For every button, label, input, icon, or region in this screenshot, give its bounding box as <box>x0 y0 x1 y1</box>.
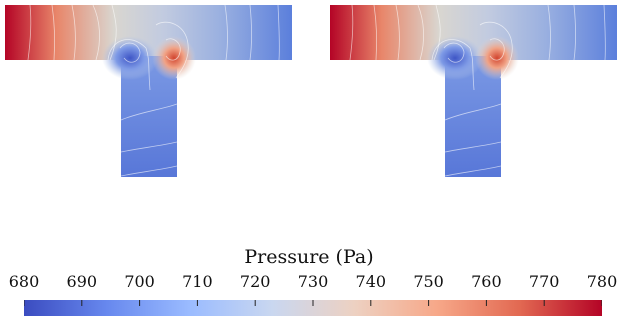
right-simulation-panel <box>330 4 617 177</box>
colorbar-tick-label: 730 <box>297 272 329 291</box>
left-high-pressure-spot <box>152 36 196 80</box>
colorbar-tick-label: 710 <box>182 272 213 291</box>
left-simulation-panel <box>5 4 292 177</box>
right-high-pressure-spot <box>475 36 519 80</box>
colorbar-tick-label: 700 <box>124 272 155 291</box>
right-contour-lines <box>349 4 606 177</box>
colorbar-title: Pressure (Pa) <box>244 246 374 268</box>
colorbar-tick-marks <box>24 300 602 306</box>
colorbar-tick-label: 780 <box>586 272 618 291</box>
colorbar-tick-label: 680 <box>8 272 40 291</box>
colorbar-tick-label: 760 <box>471 272 502 291</box>
colorbar-gradient <box>24 300 602 316</box>
pressure-field-plots <box>5 4 617 177</box>
colorbar-tick-label: 720 <box>239 272 271 291</box>
colorbar-tick-label: 690 <box>66 272 98 291</box>
colorbar-tick-label: 770 <box>528 272 560 291</box>
colorbar-tick-label: 740 <box>355 272 387 291</box>
colorbar-tick-label: 750 <box>413 272 444 291</box>
right-low-pressure-spot <box>427 36 483 80</box>
left-low-pressure-spot <box>102 36 158 80</box>
colorbar-tick-labels: 680 690 700 710 720 730 740 750 760 770 780 <box>0 272 618 294</box>
colorbar <box>24 300 602 316</box>
